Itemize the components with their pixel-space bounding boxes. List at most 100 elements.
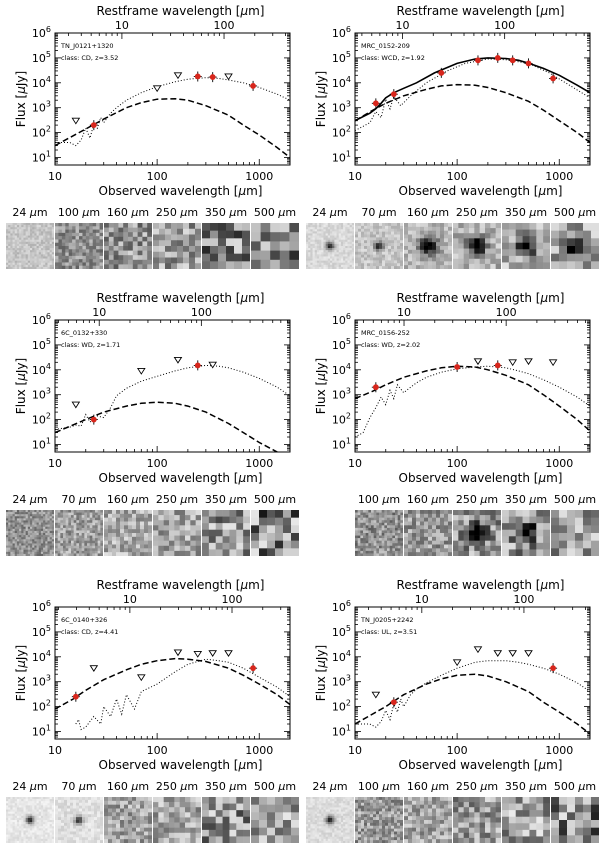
cutout-image (55, 223, 103, 269)
cutout-image (104, 223, 152, 269)
band-label: 350 μm (204, 493, 248, 506)
x2-tick-label: 10 (123, 593, 137, 606)
upper-limit-marker (71, 401, 81, 409)
y-tick-label: 102 (32, 125, 51, 140)
x-tick-label: 100 (147, 744, 168, 757)
cutout-image (306, 223, 354, 269)
y-axis-title: Flux [μJy] (314, 645, 328, 701)
y-tick-label: 106 (332, 25, 351, 40)
x2-axis-title: Restframe wavelength [μm] (97, 291, 265, 305)
cutout-image (551, 510, 599, 556)
y-tick-label: 101 (332, 437, 351, 452)
cutout-image (104, 797, 152, 843)
y-tick-label: 106 (32, 599, 51, 614)
dashed-model-curve (355, 365, 590, 432)
y-tick-label: 105 (32, 50, 51, 65)
y-tick-label: 105 (32, 337, 51, 352)
x2-axis-title: Restframe wavelength [μm] (397, 578, 565, 592)
detection-point (209, 74, 216, 80)
plot-frame (54, 32, 291, 166)
cutout-image (355, 797, 403, 843)
cutout-image (6, 223, 54, 269)
x-tick-label: 1000 (545, 744, 573, 757)
band-label: 500 μm (253, 493, 297, 506)
band-label: 250 μm (155, 780, 199, 793)
x2-tick-label: 10 (415, 593, 429, 606)
detection-point (475, 57, 481, 64)
y-tick-label: 103 (332, 674, 351, 689)
x-tick-label: 10 (48, 457, 62, 470)
y-tick-label: 105 (32, 624, 51, 639)
x2-tick-label: 10 (115, 19, 129, 32)
sed-plot: 10 100 1000 10 100 101 102 103 104 105 106 Observed… (314, 578, 591, 772)
class-label: class: CD, z=3.52 (61, 54, 118, 62)
y-axis-title: Flux [μJy] (314, 71, 328, 127)
upper-limit-marker (493, 650, 503, 658)
band-label: 250 μm (155, 493, 199, 506)
cutout-image (55, 510, 103, 556)
upper-limit-marker (224, 650, 233, 658)
x-tick-label: 1000 (545, 457, 573, 470)
band-label: 250 μm (455, 206, 499, 219)
y-tick-label: 104 (32, 362, 51, 377)
x-axis-title: Observed wavelength [μm] (99, 184, 263, 198)
cutout-image (202, 223, 250, 269)
source-name-label: TN_J0121+1320 (60, 42, 114, 50)
detection-point (494, 362, 501, 369)
band-label: 70 μm (361, 206, 397, 219)
source-name-label: 6C_0132+330 (61, 329, 107, 337)
x-axis-title: Observed wavelength [μm] (99, 471, 263, 485)
upper-limit-marker (173, 72, 183, 80)
band-label: 70 μm (61, 493, 97, 506)
upper-limit-marker (152, 85, 162, 93)
cutout-strip: 24 μm 70 μm 160 μm 250 μm 350 μm 500 μm (0, 780, 300, 860)
dotted-model-curve (355, 660, 590, 728)
detection-point (90, 416, 97, 423)
y-tick-label: 101 (332, 724, 351, 739)
sed-plot: 10 100 1000 10 100 101 102 103 104 105 106 Observed… (14, 4, 291, 198)
cutout-image (502, 510, 550, 556)
band-label: 350 μm (204, 206, 248, 219)
sed-panel: 10 100 1000 10 100 101 102 103 104 105 106 Observed… (300, 574, 600, 861)
y-tick-label: 104 (332, 75, 351, 90)
y-axis-title: Flux [μJy] (14, 645, 28, 701)
cutout-strip: 24 μm 100 μm 160 μm 250 μm 350 μm 500 μm (0, 206, 300, 286)
x2-tick-label: 10 (397, 306, 411, 319)
upper-limit-marker (193, 651, 203, 658)
y-axis-title: Flux [μJy] (314, 358, 328, 414)
cutout-image (404, 797, 452, 843)
band-label: 350 μm (504, 493, 548, 506)
x-tick-label: 100 (147, 170, 168, 183)
dashed-model-curve (55, 97, 290, 159)
detection-point (390, 91, 397, 98)
upper-limit-marker (89, 665, 99, 672)
cutout-image (153, 510, 201, 556)
dashed-model-curve (55, 401, 279, 452)
cutout-image (453, 797, 501, 843)
x2-tick-label: 100 (214, 19, 235, 32)
y-tick-label: 104 (332, 362, 351, 377)
cutout-image (502, 797, 550, 843)
upper-limit-marker (548, 359, 558, 367)
y-tick-label: 106 (32, 312, 51, 327)
band-label: 24 μm (12, 493, 48, 506)
detection-point (372, 100, 379, 107)
x-tick-label: 100 (447, 744, 468, 757)
x2-tick-label: 10 (92, 306, 106, 319)
cutout-image (55, 797, 103, 843)
band-label: 350 μm (204, 780, 248, 793)
detection-point (194, 73, 201, 80)
band-label: 100 μm (57, 206, 101, 219)
band-label: 24 μm (12, 780, 48, 793)
band-label: 160 μm (406, 780, 450, 793)
detection-point (390, 699, 397, 706)
upper-limit-marker (136, 367, 146, 375)
band-label: 160 μm (106, 206, 150, 219)
cutout-image (153, 797, 201, 843)
band-label: 500 μm (553, 780, 597, 793)
cutout-image (202, 797, 250, 843)
sed-plot: 10 100 1000 10 100 101 102 103 104 105 106 Observed… (14, 578, 291, 772)
detection-point (550, 75, 556, 82)
cutout-image (404, 223, 452, 269)
y-axis-title: Flux [μJy] (14, 71, 28, 127)
